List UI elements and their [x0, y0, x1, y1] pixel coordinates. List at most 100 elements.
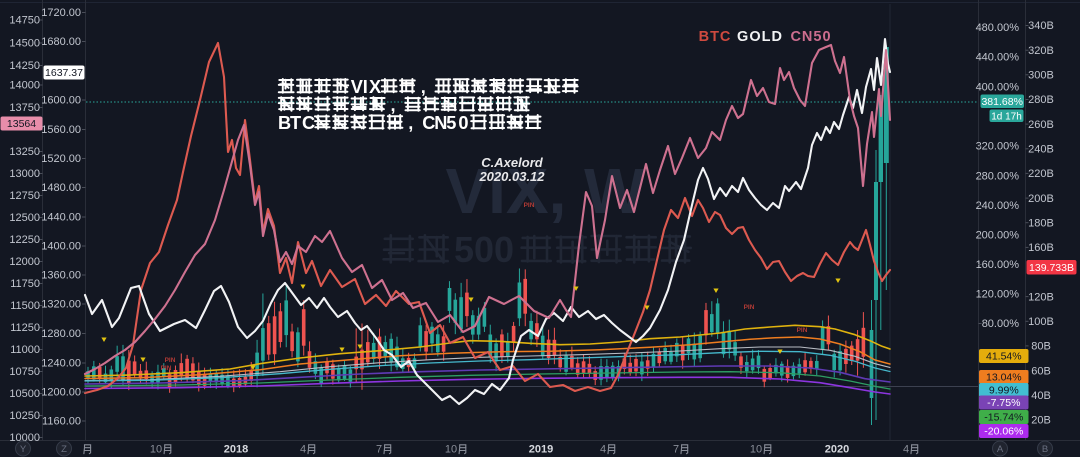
svg-text:80.00%: 80.00% — [982, 318, 1020, 330]
svg-text:10250: 10250 — [9, 410, 40, 422]
svg-text:160.00%: 160.00% — [976, 259, 1020, 271]
svg-text:10000: 10000 — [9, 432, 40, 444]
svg-text:PIN: PIN — [161, 365, 172, 372]
svg-text:T: T — [290, 113, 301, 133]
svg-text:80B: 80B — [1031, 341, 1051, 353]
svg-text:10500: 10500 — [9, 388, 40, 400]
svg-text:139.733B: 139.733B — [1029, 262, 1074, 274]
svg-text:13000: 13000 — [9, 168, 40, 180]
svg-text:120.00%: 120.00% — [976, 289, 1020, 301]
svg-text:240B: 240B — [1028, 144, 1054, 156]
svg-text:,: , — [408, 113, 413, 133]
svg-text:120B: 120B — [1028, 291, 1054, 303]
svg-text:13250: 13250 — [9, 146, 40, 158]
svg-text:PIN: PIN — [165, 357, 176, 364]
svg-text:41.54%: 41.54% — [986, 351, 1022, 363]
svg-text:X: X — [369, 77, 381, 97]
svg-text:381.68%: 381.68% — [981, 96, 1022, 108]
svg-text:100B: 100B — [1028, 316, 1054, 328]
svg-text:10: 10 — [445, 444, 457, 456]
svg-text:C: C — [302, 113, 315, 133]
svg-text:320B: 320B — [1028, 45, 1054, 57]
svg-text:13564: 13564 — [7, 118, 36, 130]
svg-text:5: 5 — [446, 113, 456, 133]
svg-text:7: 7 — [673, 444, 679, 456]
svg-text:PIN: PIN — [797, 327, 808, 334]
svg-text:,: , — [421, 77, 426, 97]
svg-text:11500: 11500 — [10, 300, 40, 312]
svg-text:I: I — [363, 77, 368, 97]
svg-text:12500: 12500 — [9, 212, 40, 224]
svg-text:1680.00: 1680.00 — [41, 36, 81, 48]
svg-text:N: N — [434, 113, 447, 133]
svg-text:1320.00: 1320.00 — [41, 299, 81, 311]
svg-text:10: 10 — [750, 444, 762, 456]
svg-text:4: 4 — [300, 444, 306, 456]
svg-text:9.99%: 9.99% — [989, 385, 1019, 397]
svg-text:180B: 180B — [1028, 217, 1054, 229]
svg-text:60B: 60B — [1031, 365, 1051, 377]
svg-text:PIN: PIN — [524, 202, 535, 209]
svg-text:14250: 14250 — [9, 60, 40, 72]
svg-text:240.00%: 240.00% — [976, 200, 1020, 212]
svg-text:PIN: PIN — [744, 304, 755, 311]
svg-text:13.04%: 13.04% — [986, 372, 1022, 384]
svg-text:1280.00: 1280.00 — [41, 328, 81, 340]
svg-text:440.00%: 440.00% — [976, 52, 1020, 64]
svg-text:12000: 12000 — [9, 256, 40, 268]
svg-text:V: V — [351, 77, 363, 97]
svg-text:200.00%: 200.00% — [976, 230, 1020, 242]
svg-text:300B: 300B — [1028, 70, 1054, 82]
svg-text:14500: 14500 — [9, 38, 40, 50]
svg-text:2019: 2019 — [529, 444, 553, 456]
svg-text:GOLD: GOLD — [737, 29, 783, 45]
svg-text:1160.00: 1160.00 — [42, 416, 81, 428]
svg-text:1637.37: 1637.37 — [45, 67, 83, 79]
svg-text:11750: 11750 — [10, 278, 40, 290]
svg-text:VIX, W: VIX, W — [445, 155, 645, 227]
svg-text:C: C — [422, 113, 435, 133]
svg-text:200B: 200B — [1028, 193, 1054, 205]
svg-text:40B: 40B — [1031, 390, 1051, 402]
svg-text:CN50: CN50 — [790, 29, 831, 45]
svg-text:Z: Z — [61, 444, 67, 455]
svg-text:4: 4 — [600, 444, 606, 456]
svg-text:1360.00: 1360.00 — [41, 270, 81, 282]
svg-text:10: 10 — [150, 444, 162, 456]
svg-text:280.00%: 280.00% — [976, 171, 1020, 183]
svg-text:11250: 11250 — [10, 322, 40, 334]
svg-text:-7.75%: -7.75% — [987, 397, 1020, 409]
svg-text:1400.00: 1400.00 — [41, 241, 81, 253]
svg-text:160B: 160B — [1028, 242, 1054, 254]
svg-text:220B: 220B — [1028, 168, 1054, 180]
svg-text:12250: 12250 — [9, 234, 40, 246]
svg-text:1560.00: 1560.00 — [41, 124, 81, 136]
svg-text:4: 4 — [903, 444, 909, 456]
svg-text:280B: 280B — [1028, 94, 1054, 106]
svg-text:1d 17h: 1d 17h — [991, 111, 1022, 122]
svg-text:1240.00: 1240.00 — [41, 358, 81, 370]
svg-text:0: 0 — [458, 113, 468, 133]
svg-text:260B: 260B — [1028, 119, 1054, 131]
svg-text:7: 7 — [376, 444, 382, 456]
svg-text:400.00%: 400.00% — [976, 82, 1020, 94]
svg-text:-15.74%: -15.74% — [984, 412, 1023, 424]
svg-text:11000: 11000 — [10, 344, 40, 356]
svg-text:12750: 12750 — [9, 190, 40, 202]
svg-text:14750: 14750 — [9, 15, 40, 27]
svg-text:1720.00: 1720.00 — [41, 7, 81, 19]
svg-text:B: B — [1042, 444, 1048, 455]
svg-text:14000: 14000 — [9, 80, 40, 92]
svg-text:Y: Y — [20, 444, 27, 455]
svg-text:C.Axelord: C.Axelord — [481, 155, 543, 170]
svg-text:BTC: BTC — [699, 29, 732, 45]
svg-text:20B: 20B — [1031, 415, 1051, 427]
svg-text:,: , — [391, 95, 396, 115]
svg-text:1480.00: 1480.00 — [41, 182, 81, 194]
svg-text:340B: 340B — [1028, 20, 1054, 32]
svg-text:1440.00: 1440.00 — [41, 212, 81, 224]
svg-text:2020: 2020 — [825, 444, 849, 456]
svg-text:2018: 2018 — [224, 444, 248, 456]
svg-text:1200.00: 1200.00 — [41, 387, 81, 399]
svg-text:2020.03.12: 2020.03.12 — [478, 169, 545, 184]
